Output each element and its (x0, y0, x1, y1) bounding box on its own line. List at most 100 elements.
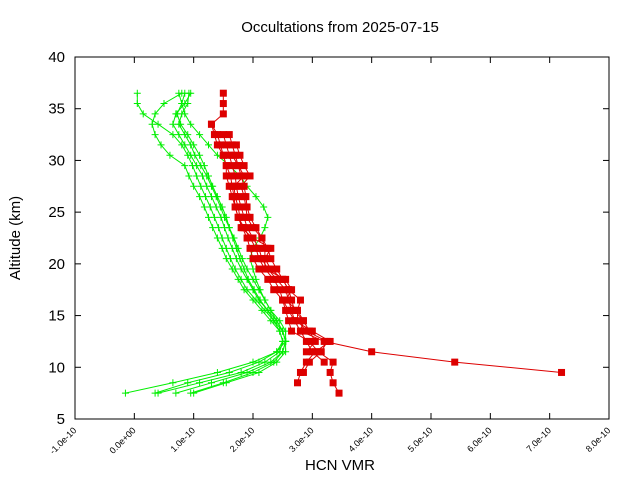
green-point (273, 348, 281, 356)
red-point (232, 141, 240, 149)
red-point (222, 172, 230, 180)
green-point (173, 110, 181, 118)
green-point (184, 100, 192, 108)
green-point (160, 100, 168, 108)
green-point (264, 213, 272, 221)
green-point (215, 224, 223, 232)
green-point (169, 379, 177, 387)
red-point (294, 379, 301, 387)
y-axis-label: Altitude (km) (7, 196, 24, 280)
green-point (139, 110, 147, 118)
green-point (240, 286, 248, 294)
red-point (311, 337, 319, 345)
green-point (213, 151, 221, 159)
red-point (219, 131, 227, 139)
red-point (219, 100, 227, 108)
red-point (261, 265, 269, 273)
green-point (151, 131, 159, 139)
red-point (329, 379, 337, 387)
green-point (218, 203, 226, 211)
red-point (252, 244, 260, 252)
x-tick-label: -1.0e-10 (48, 425, 79, 456)
green-point (190, 141, 198, 149)
red-point (236, 213, 244, 221)
green-point (252, 193, 260, 201)
y-tick-label: 25 (48, 204, 65, 221)
red-point (226, 172, 234, 180)
green-point (190, 182, 198, 190)
red-point (299, 317, 307, 325)
red-point (291, 317, 299, 325)
red-point (234, 162, 242, 170)
green-point (178, 100, 186, 108)
green-point (260, 203, 268, 211)
red-point (320, 358, 328, 366)
red-point (249, 234, 257, 242)
green-point (240, 265, 248, 273)
red-point (288, 286, 296, 294)
green-point (213, 368, 221, 376)
x-tick-label: 7.0e-10 (524, 425, 553, 454)
green-point (225, 368, 233, 376)
green-point (181, 89, 189, 97)
green-point (207, 379, 215, 387)
green-point (172, 389, 180, 397)
plot-frame (74, 56, 610, 420)
green-point (256, 286, 264, 294)
green-point (197, 182, 205, 190)
red-point (296, 296, 304, 304)
red-point (234, 203, 242, 211)
green-point (209, 182, 217, 190)
green-point (234, 275, 242, 283)
red-point (231, 193, 239, 201)
green-point (273, 358, 281, 366)
red-point (258, 234, 266, 242)
red-point (236, 151, 244, 159)
red-point (267, 244, 275, 252)
red-point (261, 255, 269, 263)
green-point (229, 234, 237, 242)
green-point (209, 224, 217, 232)
green-point (196, 379, 204, 387)
red-point (267, 255, 275, 263)
green-point (187, 120, 195, 128)
green-profile-line (178, 93, 287, 394)
green-point (267, 306, 275, 314)
green-point (151, 389, 159, 397)
green-point (196, 193, 204, 201)
red-point (288, 327, 296, 335)
green-point (258, 306, 266, 314)
x-tick-label: 6.0e-10 (465, 425, 494, 454)
red-point (222, 141, 230, 149)
green-point (279, 327, 287, 335)
green-point (250, 286, 258, 294)
red-point (320, 337, 328, 345)
red-point (305, 327, 313, 335)
green-point (282, 337, 290, 345)
red-point (230, 182, 238, 190)
green-point (200, 203, 208, 211)
green-point (232, 244, 240, 252)
green-point (205, 172, 212, 180)
green-point (190, 389, 198, 397)
red-point (270, 275, 278, 283)
red-point (219, 110, 227, 118)
green-point (206, 203, 214, 211)
green-point (213, 193, 221, 201)
red-point (329, 358, 337, 366)
green-point (169, 131, 177, 139)
axis-ticks: 5 10 15 20 25 30 35 40 -1.0e-10 0.0e+00 1.0e-10 2.0… (48, 49, 613, 456)
green-point (282, 348, 290, 356)
red-point (282, 296, 290, 304)
red-point (243, 213, 251, 221)
green-point (249, 296, 257, 304)
green-point (249, 265, 257, 273)
x-tick-label: 8.0e-10 (584, 425, 613, 454)
red-point (207, 120, 215, 128)
red-point (294, 306, 301, 314)
x-tick-label: 3.0e-10 (287, 425, 316, 454)
green-point (222, 379, 230, 387)
y-tick-label: 10 (48, 359, 65, 376)
green-point (184, 131, 192, 139)
red-point (240, 172, 248, 180)
